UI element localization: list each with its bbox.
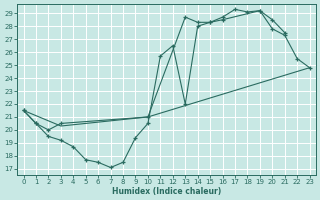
X-axis label: Humidex (Indice chaleur): Humidex (Indice chaleur) (112, 187, 221, 196)
